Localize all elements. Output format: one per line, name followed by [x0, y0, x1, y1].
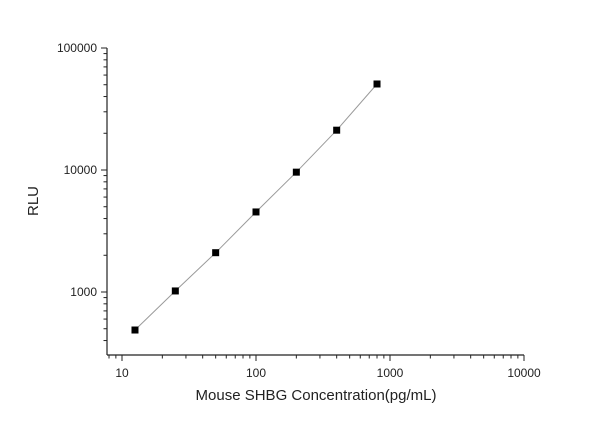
x-tick-label: 10: [115, 366, 129, 380]
data-points: [131, 80, 381, 334]
y-tick-label: 1000: [70, 285, 97, 299]
data-point-marker: [131, 326, 139, 334]
x-tick-label: 1000: [377, 366, 404, 380]
x-axis-title: Mouse SHBG Concentration(pg/mL): [196, 387, 437, 404]
axes: 10 100 1000 10000 1000 10000 100000: [57, 41, 541, 380]
data-point-marker: [212, 249, 220, 257]
fit-line: [134, 83, 378, 331]
data-point-marker: [333, 126, 341, 134]
x-tick-label: 100: [246, 366, 266, 380]
data-point-marker: [373, 80, 381, 88]
x-tick-label: 10000: [507, 366, 541, 380]
y-axis-title: RLU: [25, 186, 42, 216]
data-point-marker: [292, 168, 300, 176]
data-point-marker: [171, 287, 179, 295]
y-tick-label: 100000: [57, 41, 97, 55]
fit-line-path: [134, 83, 378, 331]
y-tick-label: 10000: [64, 163, 98, 177]
data-point-marker: [252, 208, 260, 216]
